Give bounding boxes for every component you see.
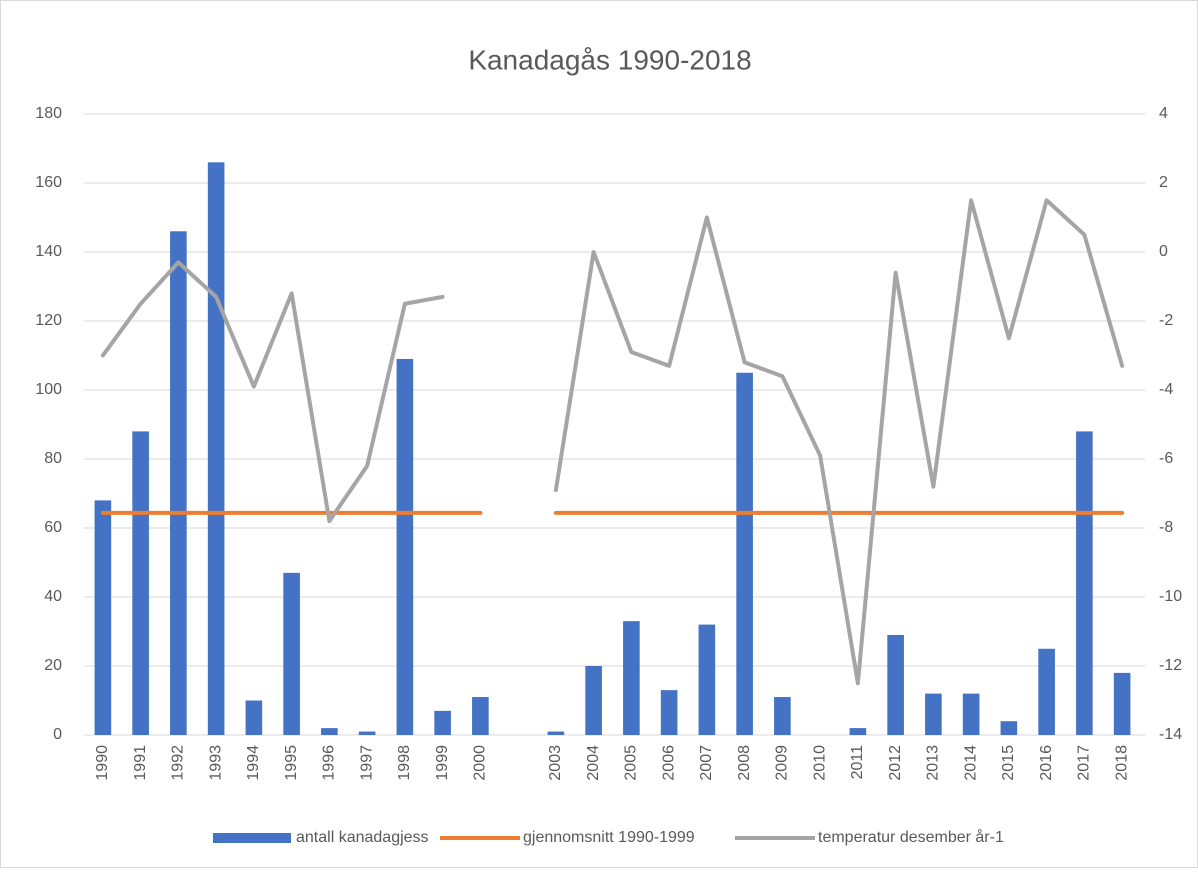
x-tick-label: 2006 (660, 745, 677, 781)
y-tick-label: 180 (35, 105, 62, 122)
y-tick-label: 100 (35, 381, 62, 398)
y-tick-label: 120 (35, 312, 62, 329)
bar (1076, 431, 1093, 735)
legend-swatch (213, 833, 291, 843)
x-tick-label: 2012 (887, 745, 904, 781)
x-tick-label: 2008 (736, 745, 753, 781)
bar (547, 731, 565, 735)
x-tick-label: 1998 (396, 745, 413, 781)
line-series (100, 198, 1125, 686)
x-tick-label: 1997 (358, 745, 375, 781)
bar (434, 710, 451, 735)
bar (396, 358, 414, 735)
bar (736, 372, 753, 735)
x-tick-label: 1990 (94, 745, 111, 781)
bar (170, 231, 187, 736)
bar (283, 572, 300, 735)
y2-tick-label: 2 (1159, 174, 1168, 191)
legend-label: temperatur desember år-1 (818, 828, 1004, 846)
x-tick-label: 2010 (811, 745, 828, 781)
bar (1113, 672, 1131, 735)
x-tick-label: 2004 (585, 745, 602, 781)
bar (245, 700, 263, 735)
legend-label: antall kanadagjess (296, 829, 429, 846)
x-tick-label: 1993 (207, 745, 224, 781)
x-tick-label: 2014 (962, 745, 979, 781)
y-tick-label: 40 (44, 588, 62, 605)
y2-tick-label: -8 (1159, 519, 1173, 536)
bar (585, 666, 602, 735)
x-tick-label: 2009 (774, 745, 791, 781)
x-tick-label: 2011 (849, 745, 866, 780)
x-tick-label: 1991 (132, 745, 149, 781)
bar (94, 500, 112, 735)
y2-tick-label: -6 (1159, 450, 1173, 467)
bar (698, 624, 716, 735)
bar (358, 731, 376, 735)
bar (472, 697, 489, 735)
y-tick-label: 140 (35, 243, 62, 260)
y2-tick-label: -10 (1159, 588, 1182, 605)
y-tick-label: 60 (44, 519, 62, 536)
y2-tick-label: -14 (1159, 726, 1182, 743)
bar (1038, 648, 1055, 735)
x-tick-label: 1994 (245, 745, 262, 781)
y2-tick-label: 4 (1159, 105, 1168, 122)
bar (623, 621, 640, 735)
x-tick-label: 2017 (1076, 745, 1093, 781)
x-tick-label: 2005 (623, 745, 640, 781)
bar (660, 690, 678, 735)
x-tick-label: 2016 (1038, 745, 1055, 781)
x-tick-label: 1996 (321, 745, 338, 781)
bar (774, 697, 791, 735)
x-tick-label: 1995 (283, 745, 300, 781)
x-tick-label: 1992 (170, 745, 187, 781)
chart-title: Kanadagås 1990-2018 (468, 44, 751, 75)
y-tick-label: 0 (53, 726, 62, 743)
x-tick-label: 1999 (434, 745, 451, 781)
y2-tick-label: -2 (1159, 312, 1173, 329)
bar (207, 162, 225, 736)
y-tick-label: 20 (44, 657, 62, 674)
y2-tick-label: -12 (1159, 657, 1182, 674)
bar (887, 634, 904, 735)
x-tick-label: 2000 (472, 745, 489, 781)
y2-tick-label: 0 (1159, 243, 1168, 260)
bar (1000, 721, 1018, 735)
bar (925, 693, 942, 735)
y-tick-label: 160 (35, 174, 62, 191)
legend-label: gjennomsnitt 1990-1999 (523, 829, 695, 846)
x-tick-label: 2018 (1113, 745, 1130, 781)
bar (962, 693, 980, 735)
x-tick-label: 2007 (698, 745, 715, 781)
x-tick-label: 2013 (925, 745, 942, 781)
bar (849, 728, 867, 735)
bar (321, 728, 338, 735)
bar (132, 431, 149, 735)
y2-tick-label: -4 (1159, 381, 1173, 398)
x-tick-label: 2015 (1000, 745, 1017, 781)
x-tick-label: 2003 (547, 745, 564, 781)
y-tick-label: 80 (44, 450, 62, 467)
